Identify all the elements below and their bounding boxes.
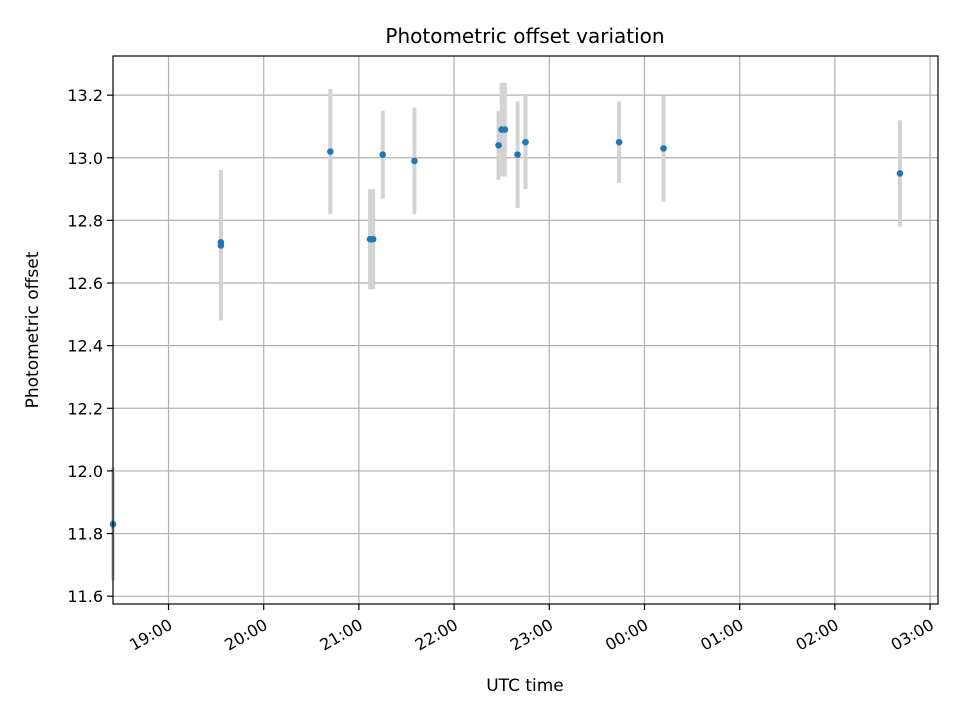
y-tick-label: 13.0 — [67, 149, 103, 168]
data-points — [109, 126, 904, 528]
y-axis-label: Photometric offset — [23, 251, 43, 408]
y-axis: 11.6 11.8 12.0 12.2 12.4 12.6 12.8 13.0 13.2 — [67, 86, 113, 606]
data-point — [369, 235, 377, 243]
chart-title: Photometric offset variation — [385, 24, 664, 48]
data-point — [896, 170, 904, 177]
data-point — [514, 151, 521, 158]
plot-frame — [112, 55, 939, 605]
data-point — [379, 151, 387, 158]
x-axis-label: UTC time — [486, 676, 564, 696]
y-tick-label: 12.2 — [67, 399, 103, 418]
y-tick-label: 12.6 — [67, 274, 103, 293]
data-point — [660, 145, 667, 152]
y-tick-label: 11.8 — [67, 525, 103, 544]
data-point — [411, 157, 418, 165]
data-point — [217, 239, 225, 246]
y-tick-label: 11.6 — [67, 587, 103, 606]
y-tick-label: 13.2 — [67, 86, 103, 105]
data-point — [522, 138, 529, 146]
data-point — [615, 138, 623, 146]
data-point — [501, 126, 509, 133]
y-tick-label: 12.0 — [67, 462, 103, 481]
y-tick-label: 12.4 — [67, 337, 103, 356]
data-point — [327, 148, 334, 155]
y-tick-label: 12.8 — [67, 211, 103, 230]
data-point — [495, 141, 502, 149]
